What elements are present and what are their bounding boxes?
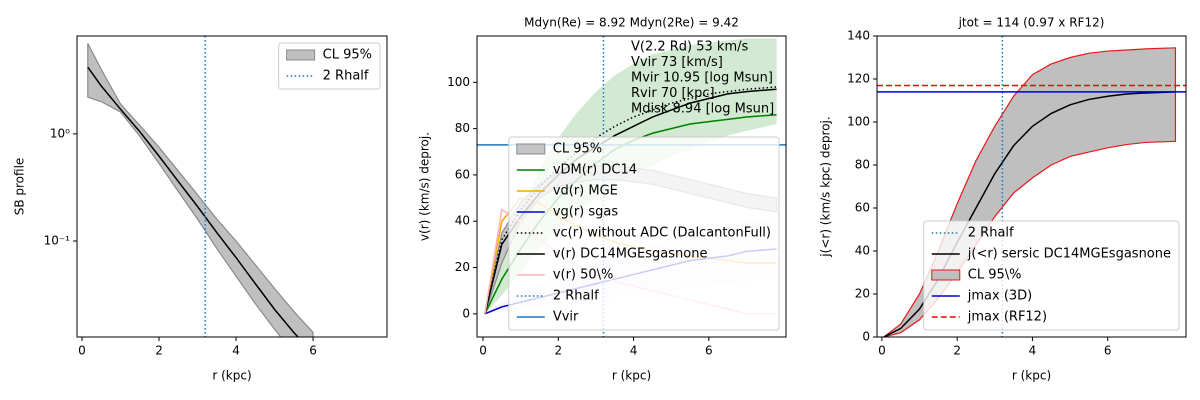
y-tick-label: 60 [855,201,870,215]
annotation: Vvir 73 [km/s] [631,55,723,70]
y-tick-label: 10⁰ [50,126,70,140]
plot-area [87,36,314,337]
legend: 2 Rhalf j(<r) sersic DC14MGEsgasnone CL 95… [923,220,1180,331]
annotation: Mdisk 8.94 [log Msun] [631,102,774,117]
axes-frame [76,35,388,338]
x-tick-label: 6 [309,344,317,358]
x-axis-label: r (kpc) [612,369,651,383]
y-tick-label: 20 [855,287,870,301]
legend-label: j(<r) sersic DC14MGEsgasnone [967,247,1171,262]
legend-label: 2 Rhalf [968,226,1014,241]
y-tick-label: 120 [847,72,870,86]
legend: CL 95% vDM(r) DC14 vd(r) MGE vg(r) sgas vc(r… [508,136,780,331]
legend-swatch [931,269,961,281]
y-tick-label: 20 [455,260,470,274]
legend-label: vDM(r) DC14 [553,163,637,178]
y-tick-label: 80 [855,158,870,172]
y-tick-label: 100 [447,75,470,89]
legend-label: vd(r) MGE [553,184,618,199]
series-line [87,66,300,337]
legend-label: CL 95% [553,142,602,157]
panel: 0 2 4 6 10⁻¹ 10⁰ r (kpc) SB profile CL 95% 2 Rhal… [13,35,388,383]
x-tick-label: 6 [1104,344,1112,358]
y-axis-label: v(r) (km/s) deproj. [418,132,432,241]
legend-label: vg(r) sgas [553,205,619,220]
legend-label: jmax (RF12) [967,310,1047,325]
legend-label: 2 Rhalf [323,69,369,84]
x-tick-label: 2 [554,344,562,358]
y-tick-label: 60 [455,167,470,181]
x-tick-label: 0 [878,344,886,358]
legend-label: jmax (3D) [967,289,1033,304]
y-tick-label: 40 [855,244,870,258]
annotation: Rvir 70 [kpc] [631,86,715,101]
x-tick-label: 2 [953,344,961,358]
annotation: Mvir 10.95 [log Msun] [631,71,773,86]
legend-label: 2 Rhalf [553,289,599,304]
y-tick-label: 10⁻¹ [44,234,71,248]
y-tick-label: 0 [462,306,470,320]
legend-label: vc(r) without ADC (DalcantonFull) [553,226,771,241]
x-tick-label: 4 [630,344,638,358]
chart-title: jtot = 114 (0.97 x RF12) [958,16,1105,30]
y-axis-label: SB profile [13,158,27,216]
y-tick-label: 80 [455,121,470,135]
axes-frame [876,35,1187,338]
legend-label: CL 95% [323,48,372,63]
band [87,43,314,337]
x-tick-label: 2 [155,344,163,358]
x-axis-label: r (kpc) [212,369,251,383]
series-line [484,86,777,315]
legend-label: v(r) 50\% [553,268,614,283]
legend: CL 95% 2 Rhalf [278,42,381,90]
y-axis-label: j(<r) (km/s kpc) deproj. [819,116,833,257]
x-tick-label: 6 [705,344,713,358]
legend-box [508,136,780,331]
legend-swatch [516,143,546,155]
x-tick-label: 4 [232,344,240,358]
x-tick-label: 4 [1029,344,1037,358]
axes-frame [476,35,787,338]
y-tick-label: 140 [847,29,870,43]
legend-box [923,220,1180,331]
legend-label: Vvir [553,310,579,325]
annotation: V(2.2 Rd) 53 km/s [631,40,749,55]
x-tick-label: 0 [78,344,86,358]
chart-title: Mdyn(Re) = 8.92 Mdyn(2Re) = 9.42 [524,16,739,30]
legend-swatch [286,49,316,61]
legend-label: CL 95\% [968,268,1022,283]
y-tick-label: 40 [455,214,470,228]
legend-label: v(r) DC14MGEsgasnone [553,247,708,262]
x-axis-label: r (kpc) [1012,369,1051,383]
x-tick-label: 0 [479,344,487,358]
y-tick-label: 0 [862,330,870,344]
y-tick-label: 100 [847,115,870,129]
